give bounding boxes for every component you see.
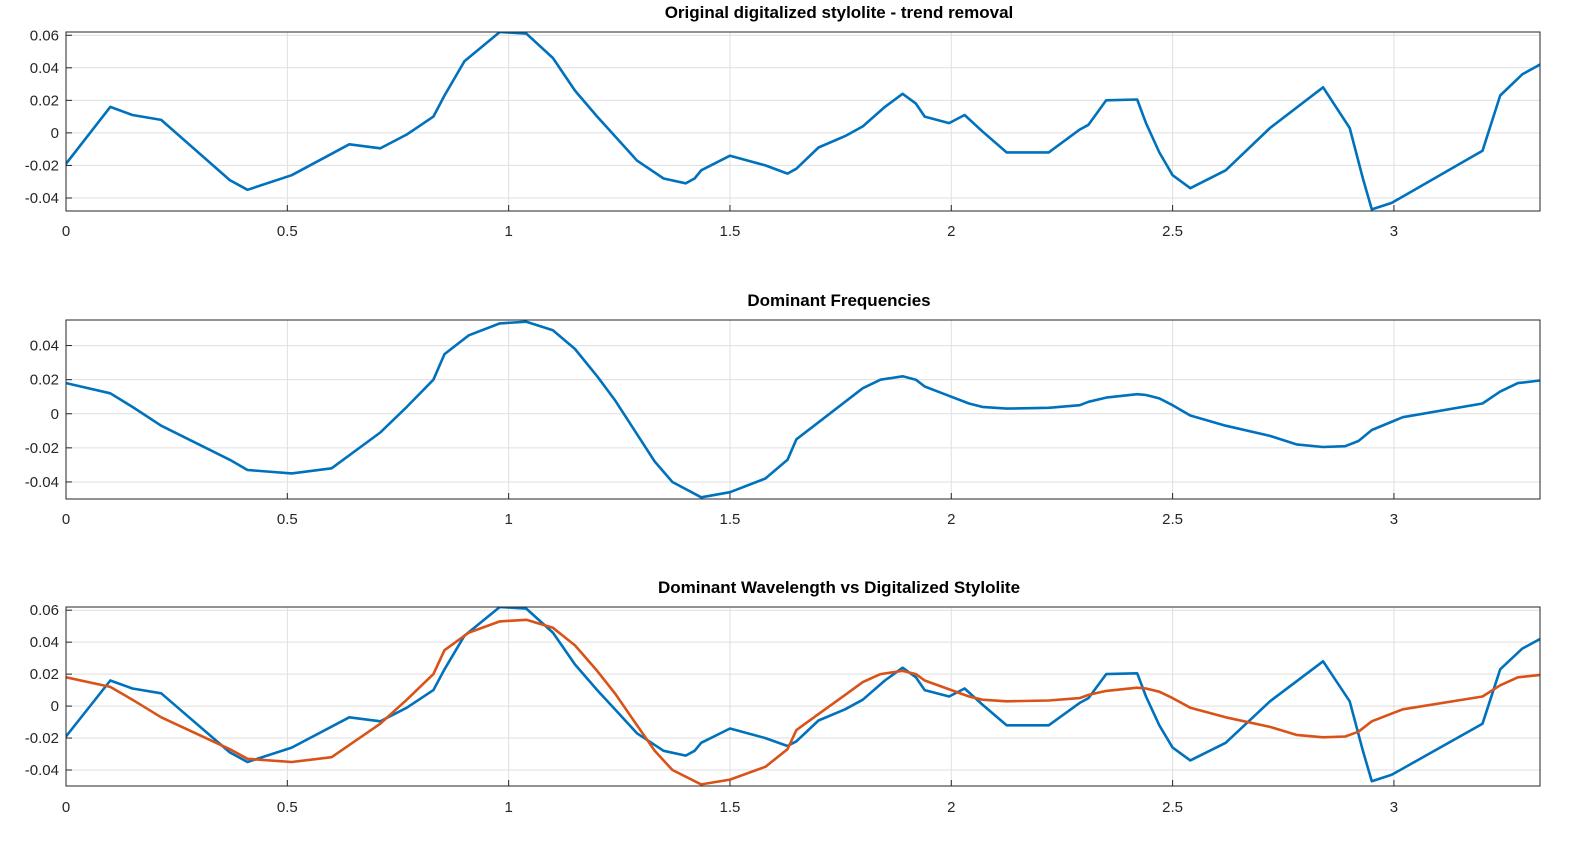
x-tick-label: 0.5 <box>277 511 298 528</box>
y-tick-label: -0.04 <box>25 190 59 207</box>
x-tick-label: 0.5 <box>277 799 298 816</box>
x-tick-label: 1.5 <box>720 511 741 528</box>
y-tick-label: 0.02 <box>30 92 59 109</box>
x-tick-label: 3 <box>1390 799 1398 816</box>
chart-panel-2: 0 0.5 1 1.5 2 2.5 3 0.04 0.02 0 -0.02 -0.04 Dominant… <box>25 291 1541 528</box>
x-tick-label: 0 <box>62 511 70 528</box>
x-tick-label: 3 <box>1390 223 1398 240</box>
x-tick-label: 2.5 <box>1162 223 1183 240</box>
series-line-1 <box>66 320 1540 499</box>
y-tick-label: 0 <box>51 125 59 142</box>
y-tick-label: 0.06 <box>30 27 59 44</box>
y-tick-label: -0.02 <box>25 730 59 747</box>
y-tick-label: 0 <box>51 406 59 423</box>
x-tick-label: 1 <box>504 511 512 528</box>
x-tick-label: 2 <box>947 799 955 816</box>
x-tick-label: 2 <box>947 223 955 240</box>
y-tick-label: 0.04 <box>30 60 59 77</box>
x-tick-label: 0 <box>62 799 70 816</box>
series-line-2 <box>66 618 1540 786</box>
x-tick-label: 3 <box>1390 511 1398 528</box>
x-tick-label: 1.5 <box>720 223 741 240</box>
x-tick-label: 1 <box>504 223 512 240</box>
y-tick-label: -0.04 <box>25 762 59 779</box>
x-tick-label: 2.5 <box>1162 511 1183 528</box>
x-tick-label: 2.5 <box>1162 799 1183 816</box>
x-tick-label: 2 <box>947 511 955 528</box>
chart-title: Dominant Wavelength vs Digitalized Stylo… <box>658 578 1020 597</box>
axes-frame <box>65 31 1541 212</box>
x-tick-label: 1.5 <box>720 799 741 816</box>
y-tick-label: 0.04 <box>30 634 59 651</box>
y-tick-label: -0.02 <box>25 157 59 174</box>
chart-title: Original digitalized stylolite - trend r… <box>665 3 1014 22</box>
y-tick-label: 0.02 <box>30 372 59 389</box>
axes-frame <box>65 606 1541 787</box>
axes-frame <box>65 319 1541 500</box>
y-tick-label: 0.04 <box>30 338 59 355</box>
y-tick-label: 0.02 <box>30 666 59 683</box>
chart-title: Dominant Frequencies <box>747 291 930 310</box>
x-tick-label: 0.5 <box>277 223 298 240</box>
y-tick-label: 0.06 <box>30 602 59 619</box>
chart-panel-1: 0 0.5 1 1.5 2 2.5 3 0.06 0.04 0.02 0 -0.02 -0.04 Orig… <box>25 3 1541 240</box>
y-tick-label: 0 <box>51 698 59 715</box>
x-tick-label: 0 <box>62 223 70 240</box>
series-line-1 <box>66 607 1540 783</box>
y-tick-label: -0.02 <box>25 440 59 457</box>
x-tick-label: 1 <box>504 799 512 816</box>
y-tick-label: -0.04 <box>25 474 59 491</box>
series-line-1 <box>66 32 1540 211</box>
chart-panel-3: 0 0.5 1 1.5 2 2.5 3 0.06 0.04 0.02 0 -0.02 -0.04 Domi… <box>25 578 1541 816</box>
